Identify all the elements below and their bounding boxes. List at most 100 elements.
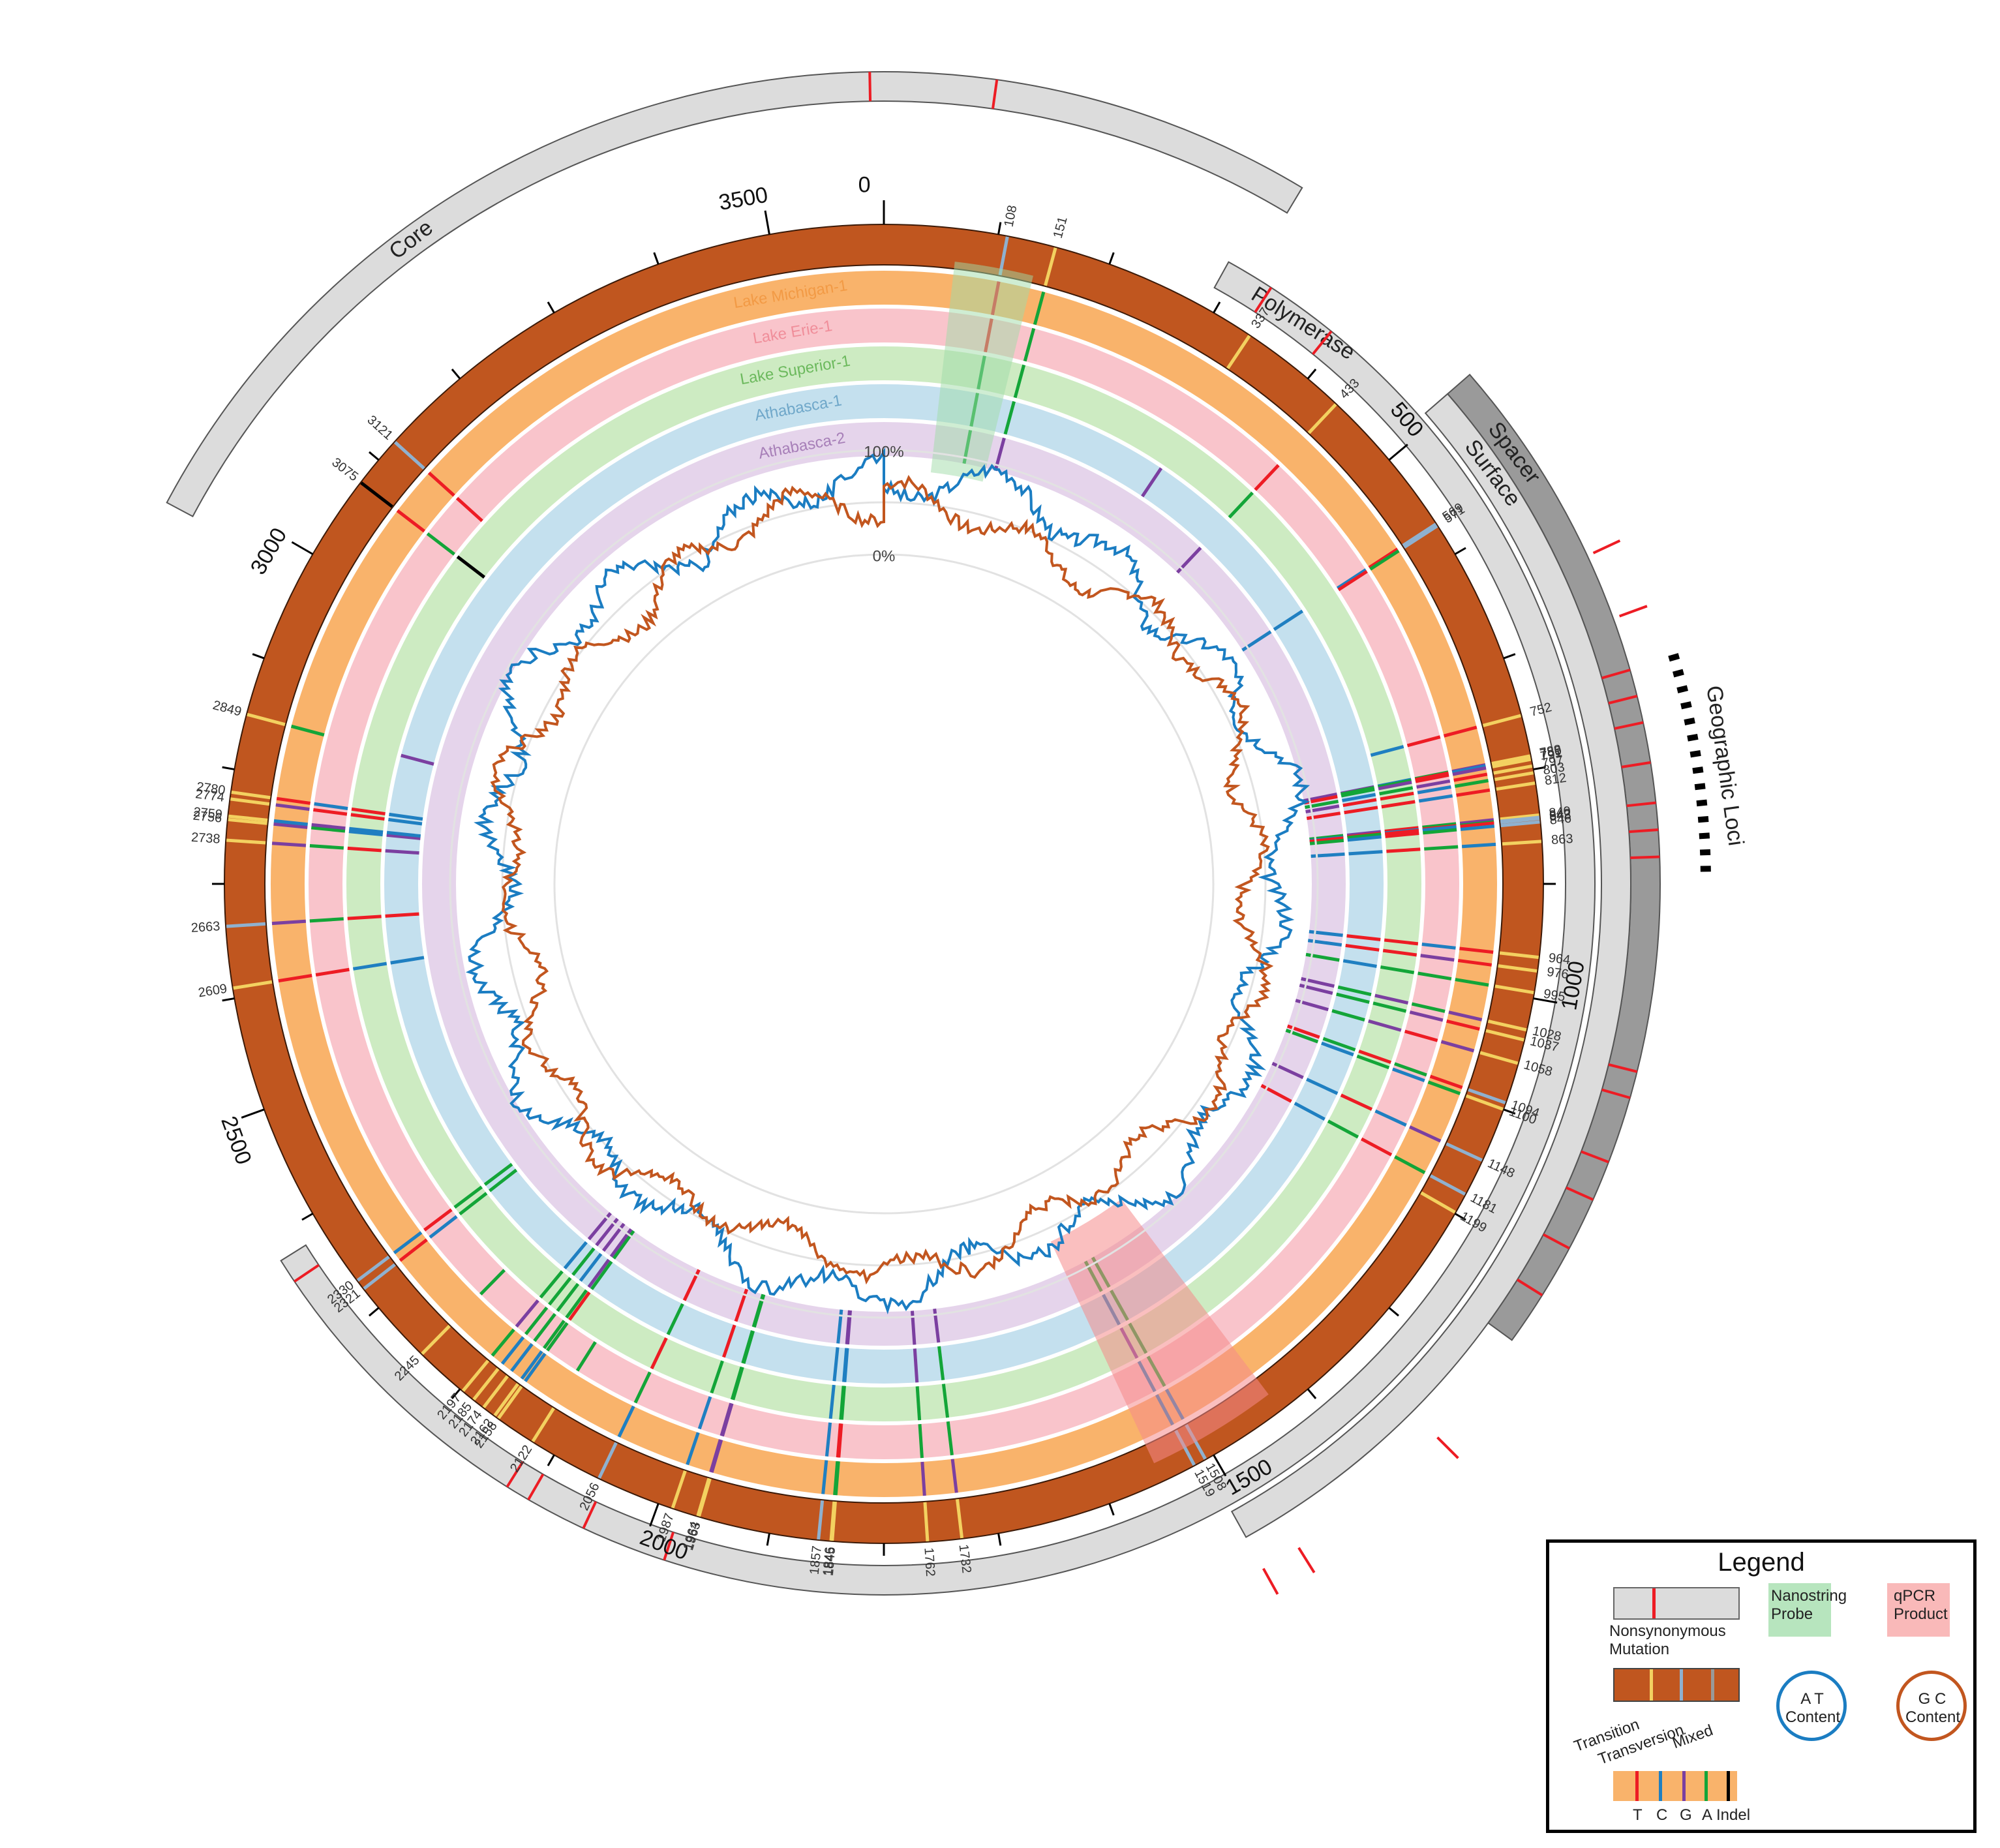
- strain-mutation-mark: [720, 1402, 733, 1436]
- geographic-loci-dot: [1680, 701, 1692, 710]
- strain-mutation-mark: [1358, 1050, 1392, 1065]
- strain-mutation-mark: [1346, 830, 1382, 837]
- strain-mutation-mark: [1460, 825, 1495, 831]
- nonsynonymous-mark: [663, 1532, 674, 1561]
- probe-highlights: [930, 262, 1269, 1464]
- strain-mutation-mark: [1369, 549, 1400, 571]
- strain-mutation-mark: [1368, 1019, 1402, 1032]
- geographic-loci-dot: [1699, 849, 1711, 856]
- genome-mutation-mark: [1482, 714, 1522, 727]
- genome-tick: [1454, 1213, 1466, 1221]
- geographic-loci-label: Geographic Loci: [1701, 684, 1748, 847]
- strain-mutation-mark: [543, 1320, 566, 1350]
- strain-mutation-mark: [315, 967, 350, 977]
- nonsynonymous-mark: [1601, 669, 1631, 680]
- genome-tick: [1388, 444, 1408, 461]
- strain-mutation-mark: [1417, 971, 1452, 981]
- genome-mutation-mark: [226, 922, 266, 928]
- position-label: 843: [1549, 808, 1571, 824]
- gc-content-icon: [1896, 1671, 1967, 1741]
- nonsynonymous-mark: [1626, 801, 1656, 808]
- genome-tick: [1503, 1108, 1516, 1115]
- genome-tick: [252, 653, 265, 659]
- strain-mutation-mark: [1454, 779, 1489, 788]
- base-label-a: A: [1702, 1806, 1713, 1824]
- strain-mutation-mark: [1424, 845, 1459, 851]
- genome-tick: [764, 210, 770, 235]
- genome-mutation-mark: [1500, 817, 1540, 825]
- strain-mutation-mark: [1418, 794, 1453, 803]
- strain-mutation-mark: [1023, 327, 1036, 362]
- strain-mutation-mark: [1394, 1155, 1426, 1174]
- genome-mutation-mark: [1465, 1094, 1504, 1111]
- strain-mutation-mark: [1456, 788, 1491, 797]
- position-label: 1846: [821, 1547, 837, 1577]
- strain-mutation-mark: [1342, 959, 1377, 968]
- strain-mutation-mark: [1379, 786, 1414, 796]
- position-label: 2609: [197, 982, 228, 1001]
- strain-mutation-mark: [571, 1247, 596, 1277]
- strain-mutation-mark: [828, 1384, 836, 1419]
- position-label: 151: [1051, 215, 1070, 240]
- position-label: 995: [1543, 987, 1567, 1005]
- nonsynonymous-mark: [1621, 761, 1651, 768]
- strain-mutation-mark: [426, 532, 456, 556]
- base-swatch: [1613, 1771, 1737, 1801]
- strain-mutation-mark: [1378, 778, 1412, 789]
- genome-mutation-mark: [231, 790, 271, 800]
- genome-mutation-mark: [829, 1501, 836, 1541]
- position-label: 108: [1002, 204, 1020, 228]
- genome-tick: [369, 1307, 380, 1317]
- strain-mutation-mark: [842, 1348, 849, 1382]
- strain-mutation-mark: [1461, 842, 1496, 849]
- strain-mutation-mark: [633, 1371, 652, 1404]
- genome-mutation-mark: [1494, 984, 1534, 995]
- genome-tick-label: 0: [858, 172, 871, 197]
- genome-tick: [369, 451, 380, 461]
- geographic-loci-dot: [1692, 766, 1704, 774]
- strain-mutation-mark: [1347, 835, 1382, 842]
- position-label: 2849: [211, 698, 243, 720]
- strain-mutation-mark: [556, 1282, 580, 1312]
- strain-mutation-mark: [1374, 993, 1409, 1005]
- strain-mutation-mark: [524, 1352, 547, 1382]
- qpcr-swatch: [1887, 1583, 1950, 1637]
- strain-mutation-mark: [390, 956, 425, 965]
- genome-mutation-mark: [1502, 840, 1542, 846]
- geographic-loci-dot: [1696, 799, 1708, 807]
- strain-mutation-mark: [429, 1215, 458, 1239]
- position-label: 2756: [192, 808, 222, 825]
- genome-tick: [291, 541, 314, 555]
- genome-mutation-mark: [247, 712, 286, 727]
- strain-mutation-mark: [833, 1461, 840, 1496]
- nonsynonymous-mark: [1297, 1547, 1316, 1573]
- genome-mutation-mark: [461, 1359, 490, 1392]
- strain-mutation-mark: [1372, 1001, 1407, 1013]
- genome-tick: [1307, 1388, 1317, 1399]
- strain-mutation-mark: [1423, 828, 1457, 835]
- nanostring-label: Nanostring Probe: [1771, 1587, 1847, 1623]
- strain-mutation-mark: [565, 1289, 588, 1319]
- position-label: 1845: [822, 1547, 838, 1577]
- content-gridline: [553, 553, 1215, 1215]
- strain-mutation-mark: [709, 1439, 722, 1473]
- strain-mutation-mark: [520, 1350, 543, 1380]
- genome-inner-edge: [264, 264, 1504, 1504]
- nonsynonymous-mark: [1630, 855, 1660, 860]
- strain-mutation-mark: [1342, 793, 1376, 802]
- strain-mutation-mark: [453, 1185, 483, 1209]
- strain-mutation-mark: [1336, 568, 1367, 590]
- strain-mutation-mark: [483, 1162, 513, 1186]
- genome-mutation-mark: [497, 1386, 523, 1419]
- position-label: 2663: [190, 919, 220, 935]
- nonsynonymous-mark: [1543, 1233, 1570, 1250]
- strain-mutation-mark: [1381, 800, 1416, 809]
- position-label: 964: [1548, 951, 1571, 968]
- genome-tick-label: 3000: [246, 524, 292, 579]
- strain-mutation-mark: [1422, 822, 1457, 829]
- genome-mutation-mark: [1479, 1051, 1519, 1065]
- strain-mutation-mark: [832, 1347, 840, 1382]
- at-content-line: [465, 447, 1311, 1315]
- strain-mutation-mark: [821, 1460, 828, 1494]
- strain-mutation-mark: [710, 1360, 724, 1394]
